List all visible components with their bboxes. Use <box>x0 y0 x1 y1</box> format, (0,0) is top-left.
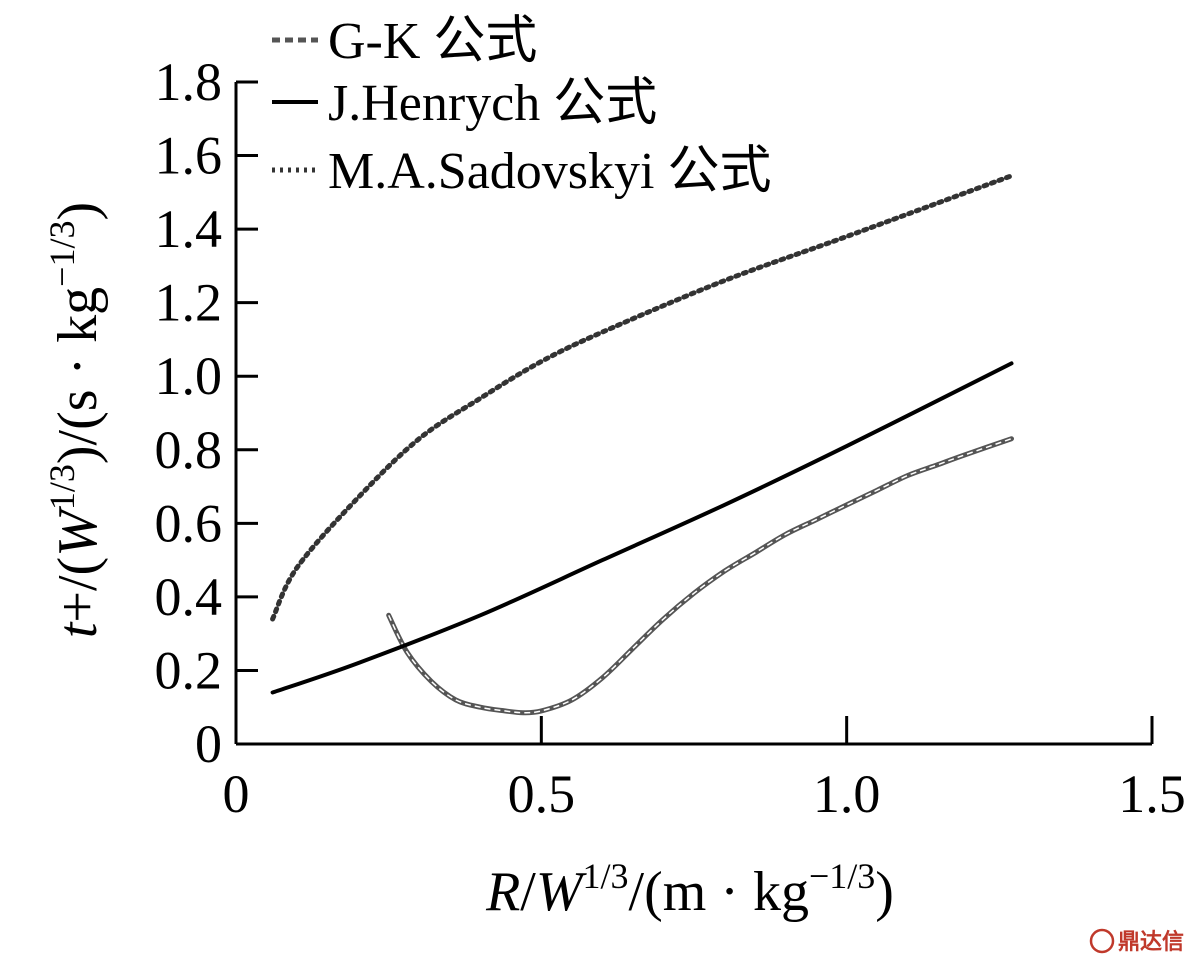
legend-label-gk: G-K 公式 <box>328 13 537 70</box>
y-tick-label: 1.2 <box>155 273 223 333</box>
y-tick-label: 1.4 <box>155 199 223 259</box>
legend: G-K 公式J.Henrych 公式 M.A.Sadovskyi 公式 <box>272 13 771 200</box>
series-line-henrych <box>270 361 1014 695</box>
y-tick-label: 0.8 <box>155 420 223 480</box>
legend-label-sadovskyi: M.A.Sadovskyi 公式 <box>328 143 771 200</box>
x-axis-title: R/W1/3/(m · kg−1/3) <box>485 856 894 923</box>
y-axis-title: t+/(W1/3)/(s · kg−1/3) <box>42 202 109 638</box>
watermark: 鼎达信 <box>1089 928 1184 955</box>
y-tick-label: 1.6 <box>155 126 223 186</box>
watermark-text: 鼎达信 <box>1118 929 1184 955</box>
series-line-gk-inner <box>388 437 1012 714</box>
y-tick-label: 0.4 <box>155 567 223 627</box>
y-tick-label: 0.6 <box>155 493 223 553</box>
y-tick-label: 0.2 <box>155 640 223 700</box>
series-layer <box>270 173 1014 716</box>
y-tick-label: 0 <box>195 714 222 774</box>
y-tick-label: 1.8 <box>155 52 223 112</box>
x-tick-label: 0.5 <box>508 764 576 824</box>
logo-seal-icon <box>1089 928 1115 954</box>
x-tick-label: 0 <box>223 764 250 824</box>
legend-label-henrych: J.Henrych 公式 <box>328 75 657 132</box>
x-tick-label: 1.5 <box>1118 764 1186 824</box>
series-line-sadovskyi <box>270 173 1014 622</box>
series-line-gk <box>386 436 1014 716</box>
x-tick-label: 1.0 <box>813 764 881 824</box>
y-tick-label: 1.0 <box>155 346 223 406</box>
ticks: 0 0.5 1.0 1.5 0 0.2 0.4 0.6 0.8 1.0 1.2 1.4 1.6 1.8 <box>155 52 1186 824</box>
axes <box>234 82 1152 746</box>
